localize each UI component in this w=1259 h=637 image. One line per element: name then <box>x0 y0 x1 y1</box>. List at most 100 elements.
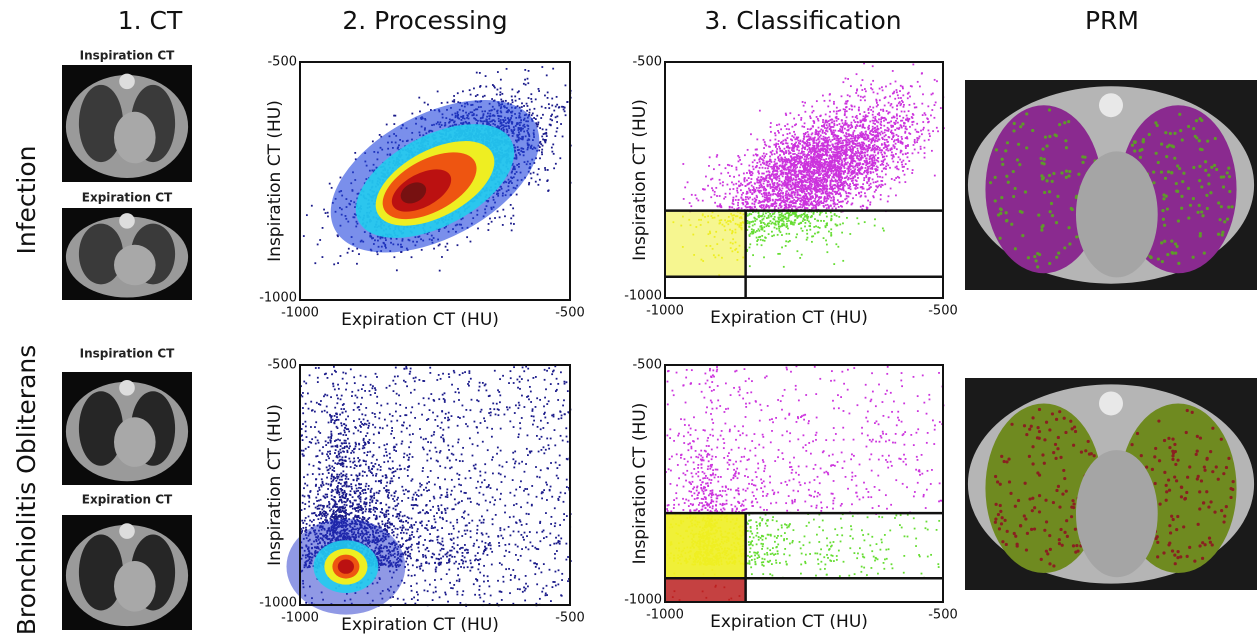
ct-heart <box>114 417 156 467</box>
scatter-dot <box>705 176 707 178</box>
prm-speck <box>1160 142 1163 145</box>
prm-speck <box>1007 181 1010 184</box>
prm-speck <box>1166 253 1169 256</box>
prm-speck <box>1037 426 1040 429</box>
scatter-dot <box>499 91 501 93</box>
prm-speck <box>1225 505 1228 508</box>
scatter-dot <box>521 102 523 104</box>
scatter-dot <box>418 97 420 99</box>
prm-speck <box>1045 144 1048 147</box>
prm-speck <box>1068 170 1071 173</box>
scatter-dot <box>393 123 395 125</box>
prm-speck <box>1163 471 1166 474</box>
scatter-dot <box>749 243 751 245</box>
scatter-dot <box>524 69 526 71</box>
scatter-dot <box>528 182 530 184</box>
prm-speck <box>1168 144 1171 147</box>
prm-speck <box>1173 475 1176 478</box>
scatter-dot <box>513 223 515 225</box>
scatter-dot <box>556 131 558 133</box>
prm-speck <box>1175 479 1178 482</box>
prm-speck <box>1187 125 1190 128</box>
ct-spine <box>119 213 135 229</box>
scatter-dot <box>539 157 541 159</box>
scatter-dot <box>527 105 529 107</box>
prm-speck <box>1025 112 1028 115</box>
prm-speck <box>999 504 1002 507</box>
scatter-dot <box>511 96 513 98</box>
scatter-dot <box>457 92 459 94</box>
prm-speck <box>1071 499 1074 502</box>
ct-lung <box>79 535 123 611</box>
scatter-dot <box>516 194 518 196</box>
prm-speck <box>1175 182 1178 185</box>
prm-speck <box>1164 177 1167 180</box>
prm-speck <box>998 527 1001 530</box>
prm-speck <box>1075 544 1078 547</box>
prm-speck <box>1231 205 1234 208</box>
prm-speck <box>1026 532 1029 535</box>
column-title: 1. CT <box>118 6 183 35</box>
prm-speck <box>1171 438 1174 441</box>
scatter-dot <box>833 123 835 125</box>
scatter-dot <box>512 207 514 209</box>
scatter-dot <box>553 153 555 155</box>
scatter-dot <box>565 114 567 116</box>
prm-speck <box>1043 438 1046 441</box>
prm-speck <box>1058 505 1061 508</box>
scatter-dot <box>473 87 475 89</box>
scatter-dot <box>729 193 731 195</box>
prm-speck <box>1176 164 1179 167</box>
prm-speck <box>1040 174 1043 177</box>
prm-speck <box>1005 219 1008 222</box>
prm-speck <box>1027 256 1030 259</box>
scatter-dot <box>753 154 755 156</box>
scatter-dot <box>527 82 529 84</box>
scatter-dot <box>504 215 506 217</box>
prm-speck <box>1038 494 1041 497</box>
scatter-dot <box>548 103 550 105</box>
scatter-dot <box>546 180 548 182</box>
prm-heart <box>1076 151 1158 277</box>
prm-speck <box>1067 174 1070 177</box>
prm-speck <box>1068 242 1071 245</box>
prm-speck <box>1227 166 1230 169</box>
y-tick-label: -1000 <box>259 291 297 306</box>
prm-speck <box>1148 133 1151 136</box>
prm-speck <box>1220 438 1223 441</box>
prm-speck <box>1205 194 1208 197</box>
scatter-dot <box>529 109 531 111</box>
scatter-dot <box>735 199 737 201</box>
prm-speck <box>1048 135 1051 138</box>
scatter-dot <box>539 127 541 129</box>
ct-heart <box>114 112 156 163</box>
prm-speck <box>1165 155 1168 158</box>
scatter-dot <box>812 175 814 177</box>
scatter-dot <box>340 177 342 179</box>
scatter-dot <box>881 160 883 162</box>
prm-speck <box>1001 163 1004 166</box>
scatter-dot <box>500 79 502 81</box>
prm-speck <box>1222 472 1225 475</box>
scatter-dot <box>317 244 319 246</box>
scatter-dot <box>543 133 545 135</box>
prm-speck <box>1063 531 1066 534</box>
prm-speck <box>997 513 1000 516</box>
prm-speck <box>1037 214 1040 217</box>
prm-speck <box>1165 484 1168 487</box>
prm-speck <box>1012 170 1015 173</box>
prm-speck <box>1200 185 1203 188</box>
scatter-dot <box>803 151 805 153</box>
scatter-dot <box>556 96 558 98</box>
prm-speck <box>1041 161 1044 164</box>
prm-speck <box>1161 260 1164 263</box>
scatter-dot <box>826 137 828 139</box>
scatter-dot <box>411 113 413 115</box>
scatter-dot <box>766 192 768 194</box>
scatter-dot <box>445 246 447 248</box>
prm-speck <box>1167 437 1170 440</box>
scatter-dot <box>379 134 381 136</box>
scatter-dot <box>427 104 429 106</box>
prm-speck <box>1060 171 1063 174</box>
prm-speck <box>1175 190 1178 193</box>
